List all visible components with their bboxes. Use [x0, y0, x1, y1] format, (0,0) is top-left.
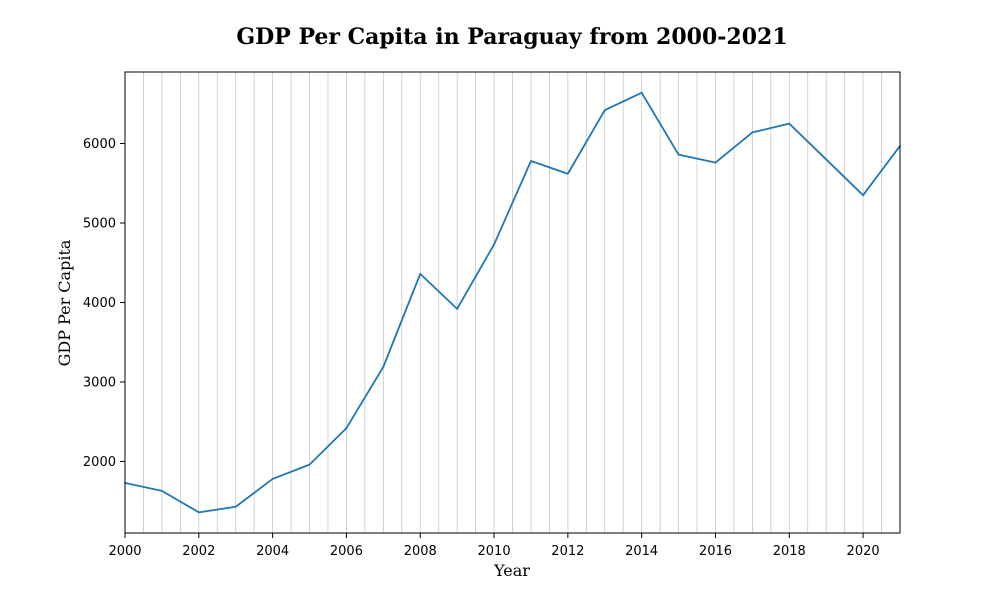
- x-tick-label: 2016: [699, 544, 732, 559]
- y-tick-label: 2000: [83, 455, 116, 470]
- x-tick-label: 2000: [108, 544, 141, 559]
- grid-lines: [124, 72, 901, 533]
- data-point: [862, 194, 864, 197]
- x-axis-ticks: 2000 2002 2004 2006 2008 2010 2012 2014 2016 2018…: [108, 533, 880, 559]
- data-point: [456, 307, 459, 310]
- series-line: [124, 91, 901, 514]
- y-tick-label: 6000: [83, 137, 116, 152]
- y-axis-label: GDP Per Capita: [55, 239, 74, 366]
- x-tick-label: 2004: [256, 544, 289, 559]
- data-point: [382, 365, 385, 368]
- data-point: [566, 172, 569, 175]
- data-point: [197, 511, 200, 514]
- y-axis-ticks: 2000 3000 4000 5000 6000: [83, 137, 125, 470]
- x-tick-label: 2012: [551, 544, 584, 559]
- data-point: [825, 158, 828, 161]
- data-point: [751, 131, 754, 134]
- data-point: [234, 505, 237, 508]
- data-point: [308, 463, 311, 466]
- data-point: [788, 122, 791, 125]
- x-tick-label: 2018: [773, 544, 806, 559]
- data-point: [345, 427, 348, 429]
- data-point: [493, 243, 495, 246]
- x-tick-label: 2020: [847, 544, 880, 559]
- data-point: [640, 91, 643, 94]
- x-tick-label: 2014: [625, 544, 658, 559]
- data-point: [161, 489, 163, 492]
- y-tick-label: 5000: [83, 217, 116, 232]
- x-tick-label: 2006: [330, 544, 363, 559]
- x-axis-label: Year: [493, 561, 530, 580]
- data-point: [419, 272, 422, 275]
- y-tick-label: 3000: [83, 375, 116, 390]
- x-tick-label: 2010: [478, 544, 511, 559]
- x-tick-label: 2002: [182, 544, 215, 559]
- data-point: [530, 160, 532, 162]
- chart-title: GDP Per Capita in Paraguay from 2000-202…: [236, 24, 787, 50]
- data-point: [714, 161, 717, 164]
- data-point: [677, 153, 680, 156]
- y-tick-label: 4000: [83, 296, 116, 311]
- data-point: [271, 478, 274, 480]
- data-point: [603, 109, 606, 112]
- x-tick-label: 2008: [404, 544, 437, 559]
